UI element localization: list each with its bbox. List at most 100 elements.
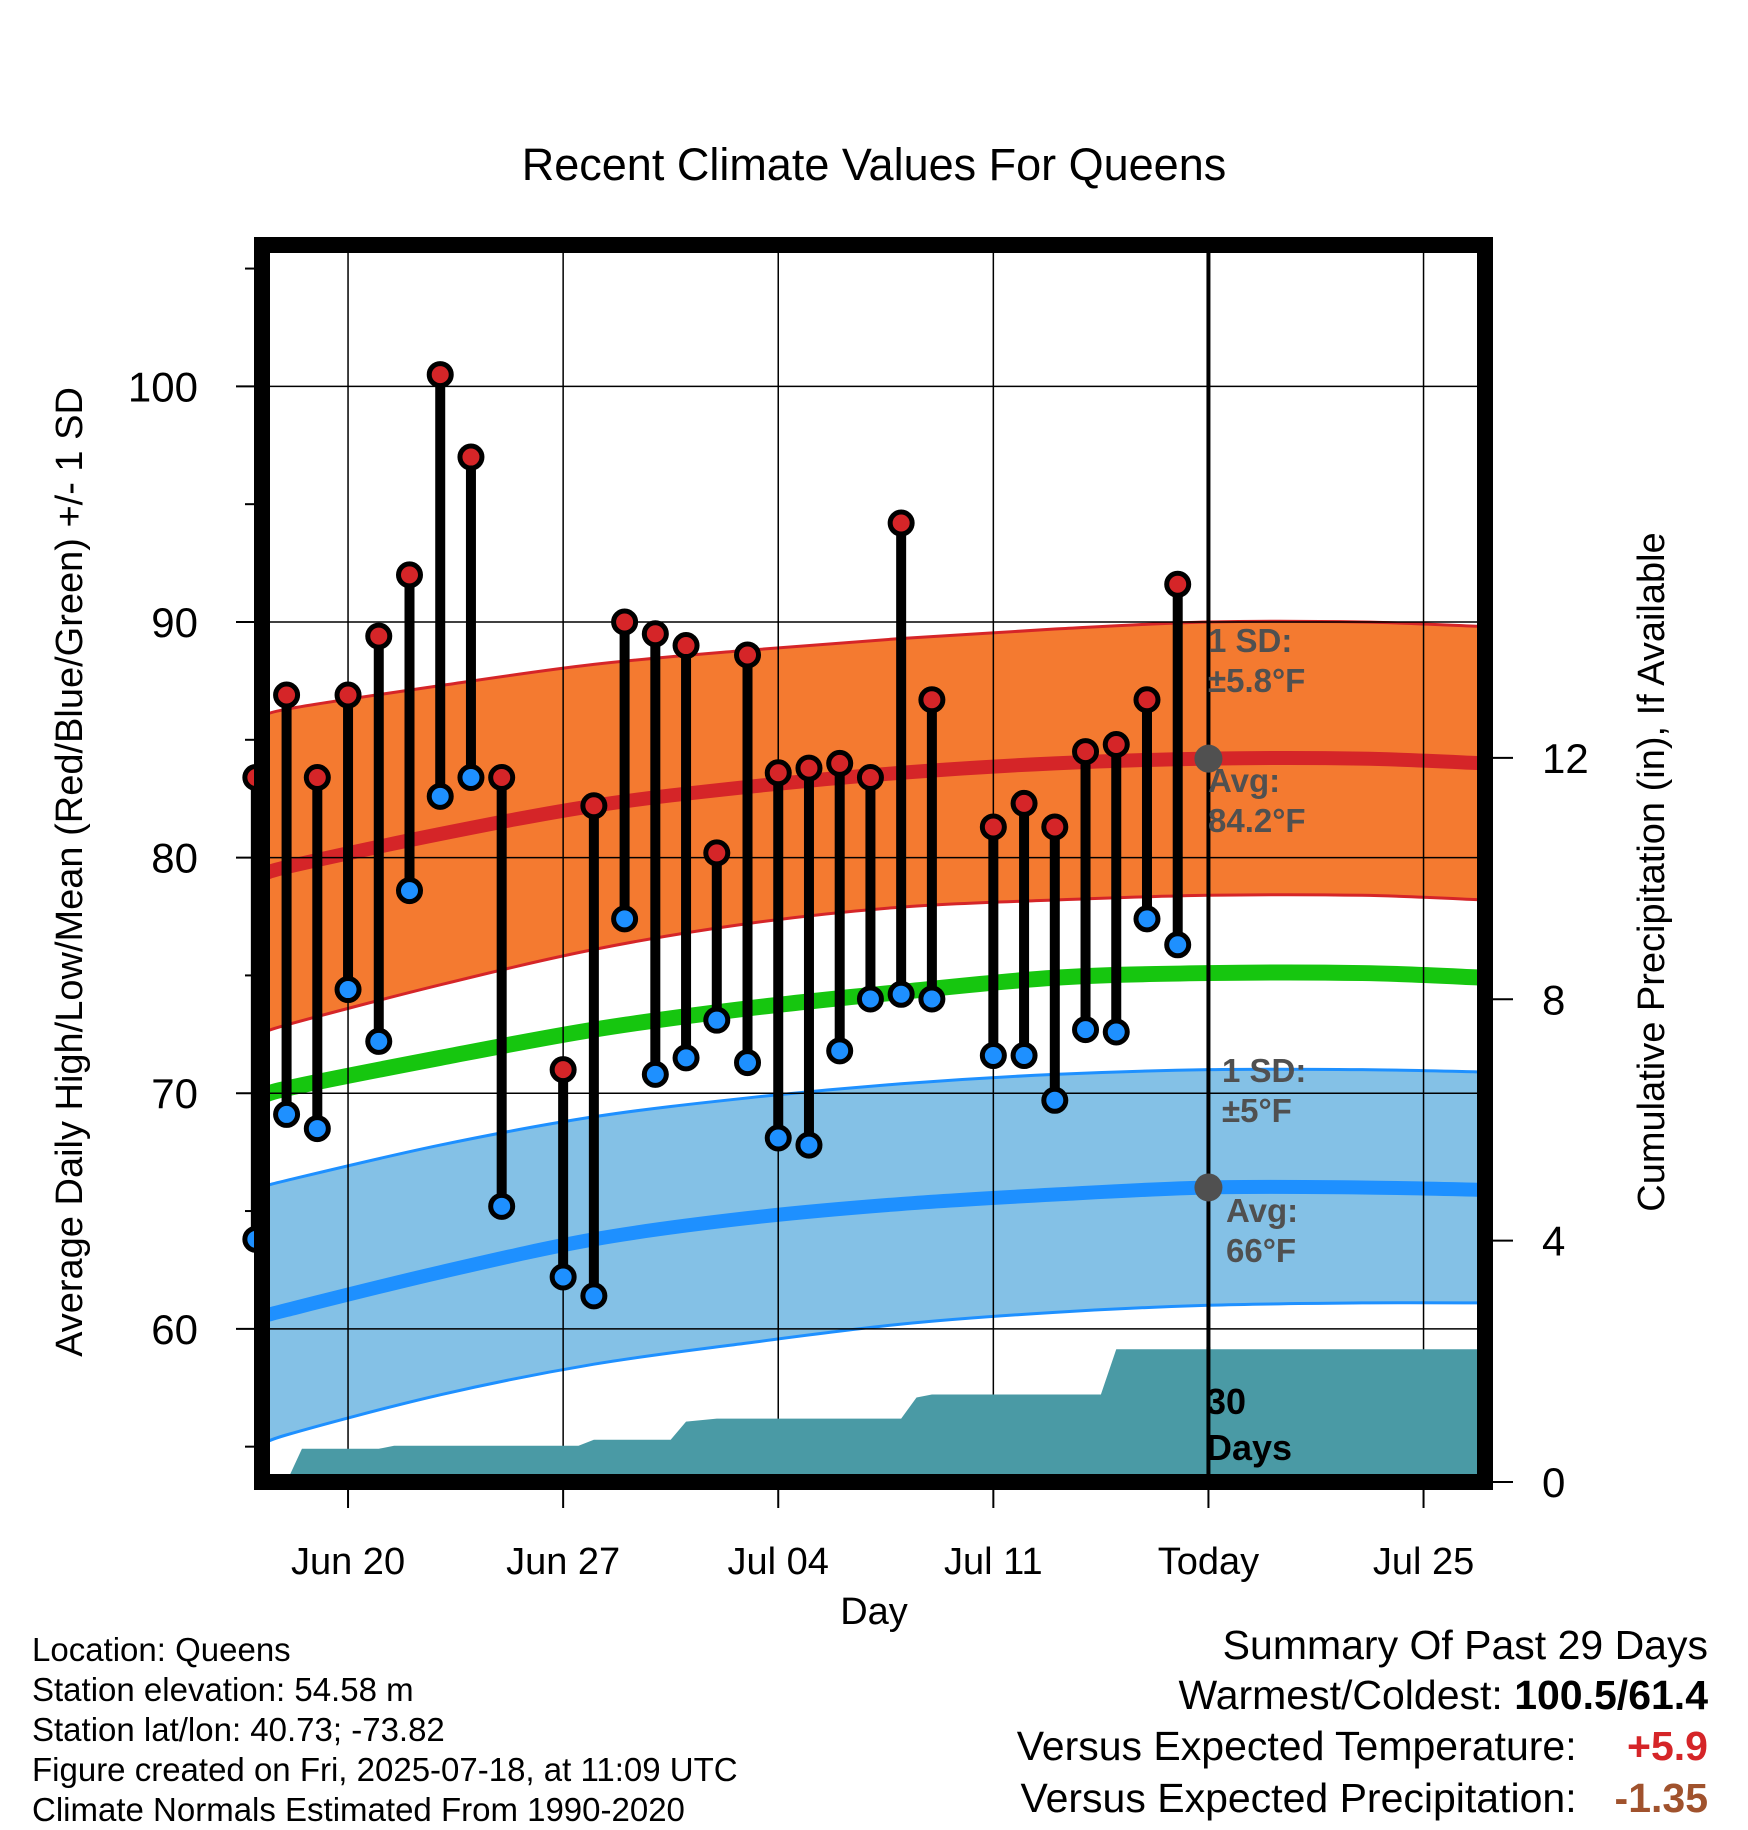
- axes: 60 70 80 90 100 0 4 8 12 Jun 20 Jun 27 Jul 04 Jul 11…: [128, 237, 1589, 1583]
- high-temp-point: [334, 681, 362, 709]
- y-axis-label: Average Daily High/Low/Mean (Red/Blue/Gr…: [49, 387, 91, 1357]
- y-tick-label: 100: [128, 363, 198, 410]
- y2-tick-label: 8: [1542, 976, 1565, 1023]
- y2-axis-label: Cumulative Precipitation (in), If Availa…: [1631, 532, 1673, 1211]
- low-temp-point: [395, 877, 423, 905]
- high-temp-point: [856, 763, 884, 791]
- warm-cold-label: Warmest/Coldest:: [1178, 1672, 1503, 1718]
- precip-value: -1.35: [1614, 1775, 1708, 1821]
- low-temp-point: [979, 1042, 1007, 1070]
- low-temp-point: [303, 1115, 331, 1143]
- high-temp-point: [580, 792, 608, 820]
- period-unit: Days: [1206, 1427, 1292, 1468]
- summary-precip: Versus Expected Precipitation: -1.35: [1017, 1772, 1709, 1824]
- low-temp-point: [334, 976, 362, 1004]
- high-band-lower-edge: [262, 893, 1485, 1036]
- low-temp-point: [764, 1124, 792, 1152]
- low-temp-point: [1164, 931, 1192, 959]
- summary-panel: Summary Of Past 29 Days Warmest/Coldest:…: [1017, 1620, 1708, 1824]
- low-temp-point: [457, 763, 485, 791]
- low-temp-point: [672, 1044, 700, 1072]
- high-sd-value: ±5.8°F: [1208, 662, 1305, 699]
- high-temp-point: [611, 608, 639, 636]
- high-temp-point: [1010, 789, 1038, 817]
- info-normals: Climate Normals Estimated From 1990-2020: [32, 1791, 685, 1828]
- plot-frame: [254, 237, 1493, 1490]
- high-temp-point: [672, 632, 700, 660]
- low-temp-point: [365, 1027, 393, 1055]
- y-tick-label: 60: [151, 1306, 198, 1353]
- high-avg-label: Avg:: [1208, 762, 1280, 799]
- precip-label: Versus Expected Precipitation:: [1020, 1775, 1577, 1821]
- high-temp-point: [1102, 731, 1130, 759]
- high-temp-point: [918, 686, 946, 714]
- low-temp-point: [703, 1006, 731, 1034]
- high-temp-point: [303, 763, 331, 791]
- low-temp-point: [1041, 1086, 1069, 1114]
- low-temp-point: [826, 1037, 854, 1065]
- high-temp-point: [1133, 686, 1161, 714]
- info-location: Location: Queens: [32, 1631, 291, 1668]
- low-sd-value: ±5°F: [1222, 1092, 1292, 1129]
- period-number: 30: [1206, 1381, 1246, 1422]
- temp-value: +5.9: [1627, 1723, 1708, 1769]
- y2-tick-label: 12: [1542, 735, 1589, 782]
- x-tick-label: Today: [1158, 1541, 1259, 1583]
- normal-mean-line: [262, 964, 1485, 1106]
- low-sd-label: 1 SD:: [1222, 1052, 1306, 1089]
- y-tick-label: 90: [151, 599, 198, 646]
- low-temp-point: [1010, 1042, 1038, 1070]
- high-temp-point: [1072, 738, 1100, 766]
- x-tick-label: Jul 04: [728, 1541, 829, 1583]
- chart-title: Recent Climate Values For Queens: [522, 139, 1227, 190]
- info-elevation: Station elevation: 54.58 m: [32, 1671, 414, 1708]
- high-temp-point: [979, 813, 1007, 841]
- low-temp-point: [1102, 1018, 1130, 1046]
- low-temp-point: [734, 1049, 762, 1077]
- high-avg-value: 84.2°F: [1208, 802, 1306, 839]
- high-temp-point: [549, 1056, 577, 1084]
- low-temp-point: [549, 1263, 577, 1291]
- low-temp-point: [488, 1192, 516, 1220]
- low-band-upper-edge: [262, 1067, 1485, 1189]
- high-temp-point: [1164, 570, 1192, 598]
- warm-cold-value: 100.5/61.4: [1514, 1672, 1708, 1718]
- high-sd-label: 1 SD:: [1208, 622, 1292, 659]
- high-temp-point: [826, 749, 854, 777]
- today-normal-high-marker: [1194, 744, 1223, 773]
- high-temp-point: [795, 754, 823, 782]
- high-temp-point: [457, 443, 485, 471]
- low-temp-point: [580, 1282, 608, 1310]
- high-temp-point: [641, 620, 669, 648]
- low-temp-point: [641, 1060, 669, 1088]
- low-temp-point: [273, 1100, 301, 1128]
- cumulative-precip-area: [286, 1349, 1485, 1482]
- high-temp-point: [273, 681, 301, 709]
- precipitation-area: [286, 1347, 1485, 1482]
- y2-tick-label: 4: [1542, 1218, 1565, 1265]
- low-temp-point: [918, 985, 946, 1013]
- y2-tick-label: 0: [1542, 1459, 1565, 1506]
- low-temp-point: [856, 985, 884, 1013]
- high-temp-point: [395, 561, 423, 589]
- high-temp-point: [703, 839, 731, 867]
- x-axis-label: Day: [840, 1591, 908, 1633]
- low-temp-point: [1133, 905, 1161, 933]
- high-temp-point: [734, 641, 762, 669]
- info-created: Figure created on Fri, 2025-07-18, at 11…: [32, 1751, 738, 1788]
- summary-heading: Summary Of Past 29 Days: [1222, 1622, 1708, 1668]
- low-avg-label: Avg:: [1226, 1192, 1298, 1229]
- low-temp-point: [611, 905, 639, 933]
- y-tick-label: 70: [151, 1070, 198, 1117]
- summary-warm-cold: Warmest/Coldest: 100.5/61.4: [1017, 1670, 1708, 1720]
- high-temp-point: [1041, 813, 1069, 841]
- info-latlon: Station lat/lon: 40.73; -73.82: [32, 1711, 445, 1748]
- low-temp-point: [1072, 1016, 1100, 1044]
- station-info: Location: Queens Station elevation: 54.5…: [32, 1630, 738, 1830]
- low-band-lower-edge: [262, 1301, 1485, 1449]
- high-temp-point: [488, 763, 516, 791]
- temp-label: Versus Expected Temperature:: [1016, 1723, 1577, 1769]
- low-avg-value: 66°F: [1226, 1232, 1296, 1269]
